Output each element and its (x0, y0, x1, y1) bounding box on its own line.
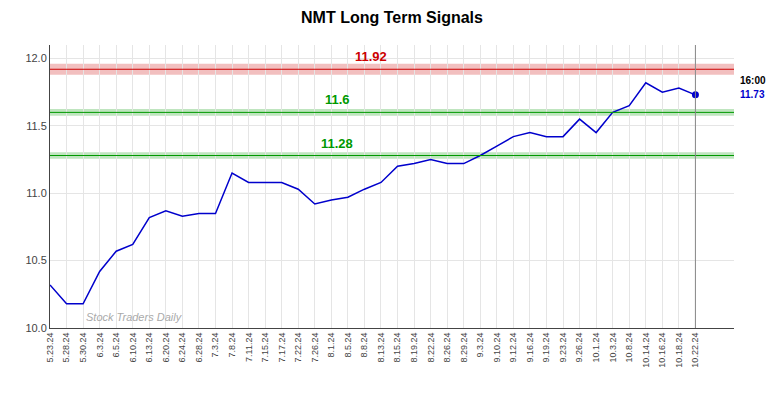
svg-text:5.30.24: 5.30.24 (78, 333, 88, 363)
svg-text:7.26.24: 7.26.24 (310, 333, 320, 363)
svg-text:5.23.24: 5.23.24 (45, 333, 55, 363)
svg-text:16:00: 16:00 (740, 75, 766, 86)
svg-text:10.3.24: 10.3.24 (608, 333, 618, 363)
svg-text:9.12.24: 9.12.24 (508, 333, 518, 363)
svg-text:7.22.24: 7.22.24 (293, 333, 303, 363)
svg-text:11.28: 11.28 (321, 136, 353, 151)
svg-text:8.5.24: 8.5.24 (343, 333, 353, 358)
svg-text:6.3.24: 6.3.24 (95, 333, 105, 358)
svg-text:11.92: 11.92 (355, 49, 387, 64)
svg-text:11.5: 11.5 (26, 120, 47, 132)
svg-text:9.3.24: 9.3.24 (475, 333, 485, 358)
svg-text:9.23.24: 9.23.24 (558, 333, 568, 363)
svg-text:7.3.24: 7.3.24 (210, 333, 220, 358)
svg-text:8.26.24: 8.26.24 (442, 333, 452, 363)
svg-text:6.28.24: 6.28.24 (194, 333, 204, 363)
svg-text:8.1.24: 8.1.24 (326, 333, 336, 358)
svg-text:6.24.24: 6.24.24 (177, 333, 187, 363)
svg-text:8.22.24: 8.22.24 (426, 333, 436, 363)
svg-text:9.26.24: 9.26.24 (575, 333, 585, 363)
svg-text:7.8.24: 7.8.24 (227, 333, 237, 358)
svg-text:10.8.24: 10.8.24 (624, 333, 634, 363)
svg-text:9.16.24: 9.16.24 (525, 333, 535, 363)
svg-text:11.0: 11.0 (26, 187, 47, 199)
svg-text:10.0: 10.0 (25, 322, 46, 334)
svg-text:10.14.24: 10.14.24 (641, 333, 651, 368)
svg-text:10.5: 10.5 (25, 254, 46, 266)
svg-text:9.10.24: 9.10.24 (492, 333, 502, 363)
svg-text:10.16.24: 10.16.24 (657, 333, 667, 368)
svg-text:6.20.24: 6.20.24 (161, 333, 171, 363)
svg-text:8.29.24: 8.29.24 (459, 333, 469, 363)
svg-text:8.13.24: 8.13.24 (376, 333, 386, 363)
svg-text:5.28.24: 5.28.24 (61, 333, 71, 363)
svg-text:12.0: 12.0 (25, 52, 46, 64)
svg-text:6.10.24: 6.10.24 (128, 333, 138, 363)
svg-text:10.22.24: 10.22.24 (690, 333, 700, 368)
svg-text:10.1.24: 10.1.24 (591, 333, 601, 363)
svg-text:8.19.24: 8.19.24 (409, 333, 419, 363)
svg-text:Stock Traders Daily: Stock Traders Daily (86, 311, 183, 323)
svg-text:7.15.24: 7.15.24 (260, 333, 270, 363)
svg-text:11.73: 11.73 (740, 89, 765, 100)
svg-text:8.8.24: 8.8.24 (359, 333, 369, 358)
svg-text:10.18.24: 10.18.24 (674, 333, 684, 368)
svg-text:6.13.24: 6.13.24 (144, 333, 154, 363)
svg-text:9.19.24: 9.19.24 (541, 333, 551, 363)
svg-text:11.6: 11.6 (325, 92, 350, 107)
svg-text:7.11.24: 7.11.24 (244, 333, 254, 362)
svg-text:NMT Long Term Signals: NMT Long Term Signals (301, 9, 483, 26)
svg-text:7.17.24: 7.17.24 (277, 333, 287, 363)
svg-text:6.5.24: 6.5.24 (111, 333, 121, 358)
svg-text:8.15.24: 8.15.24 (392, 333, 402, 363)
